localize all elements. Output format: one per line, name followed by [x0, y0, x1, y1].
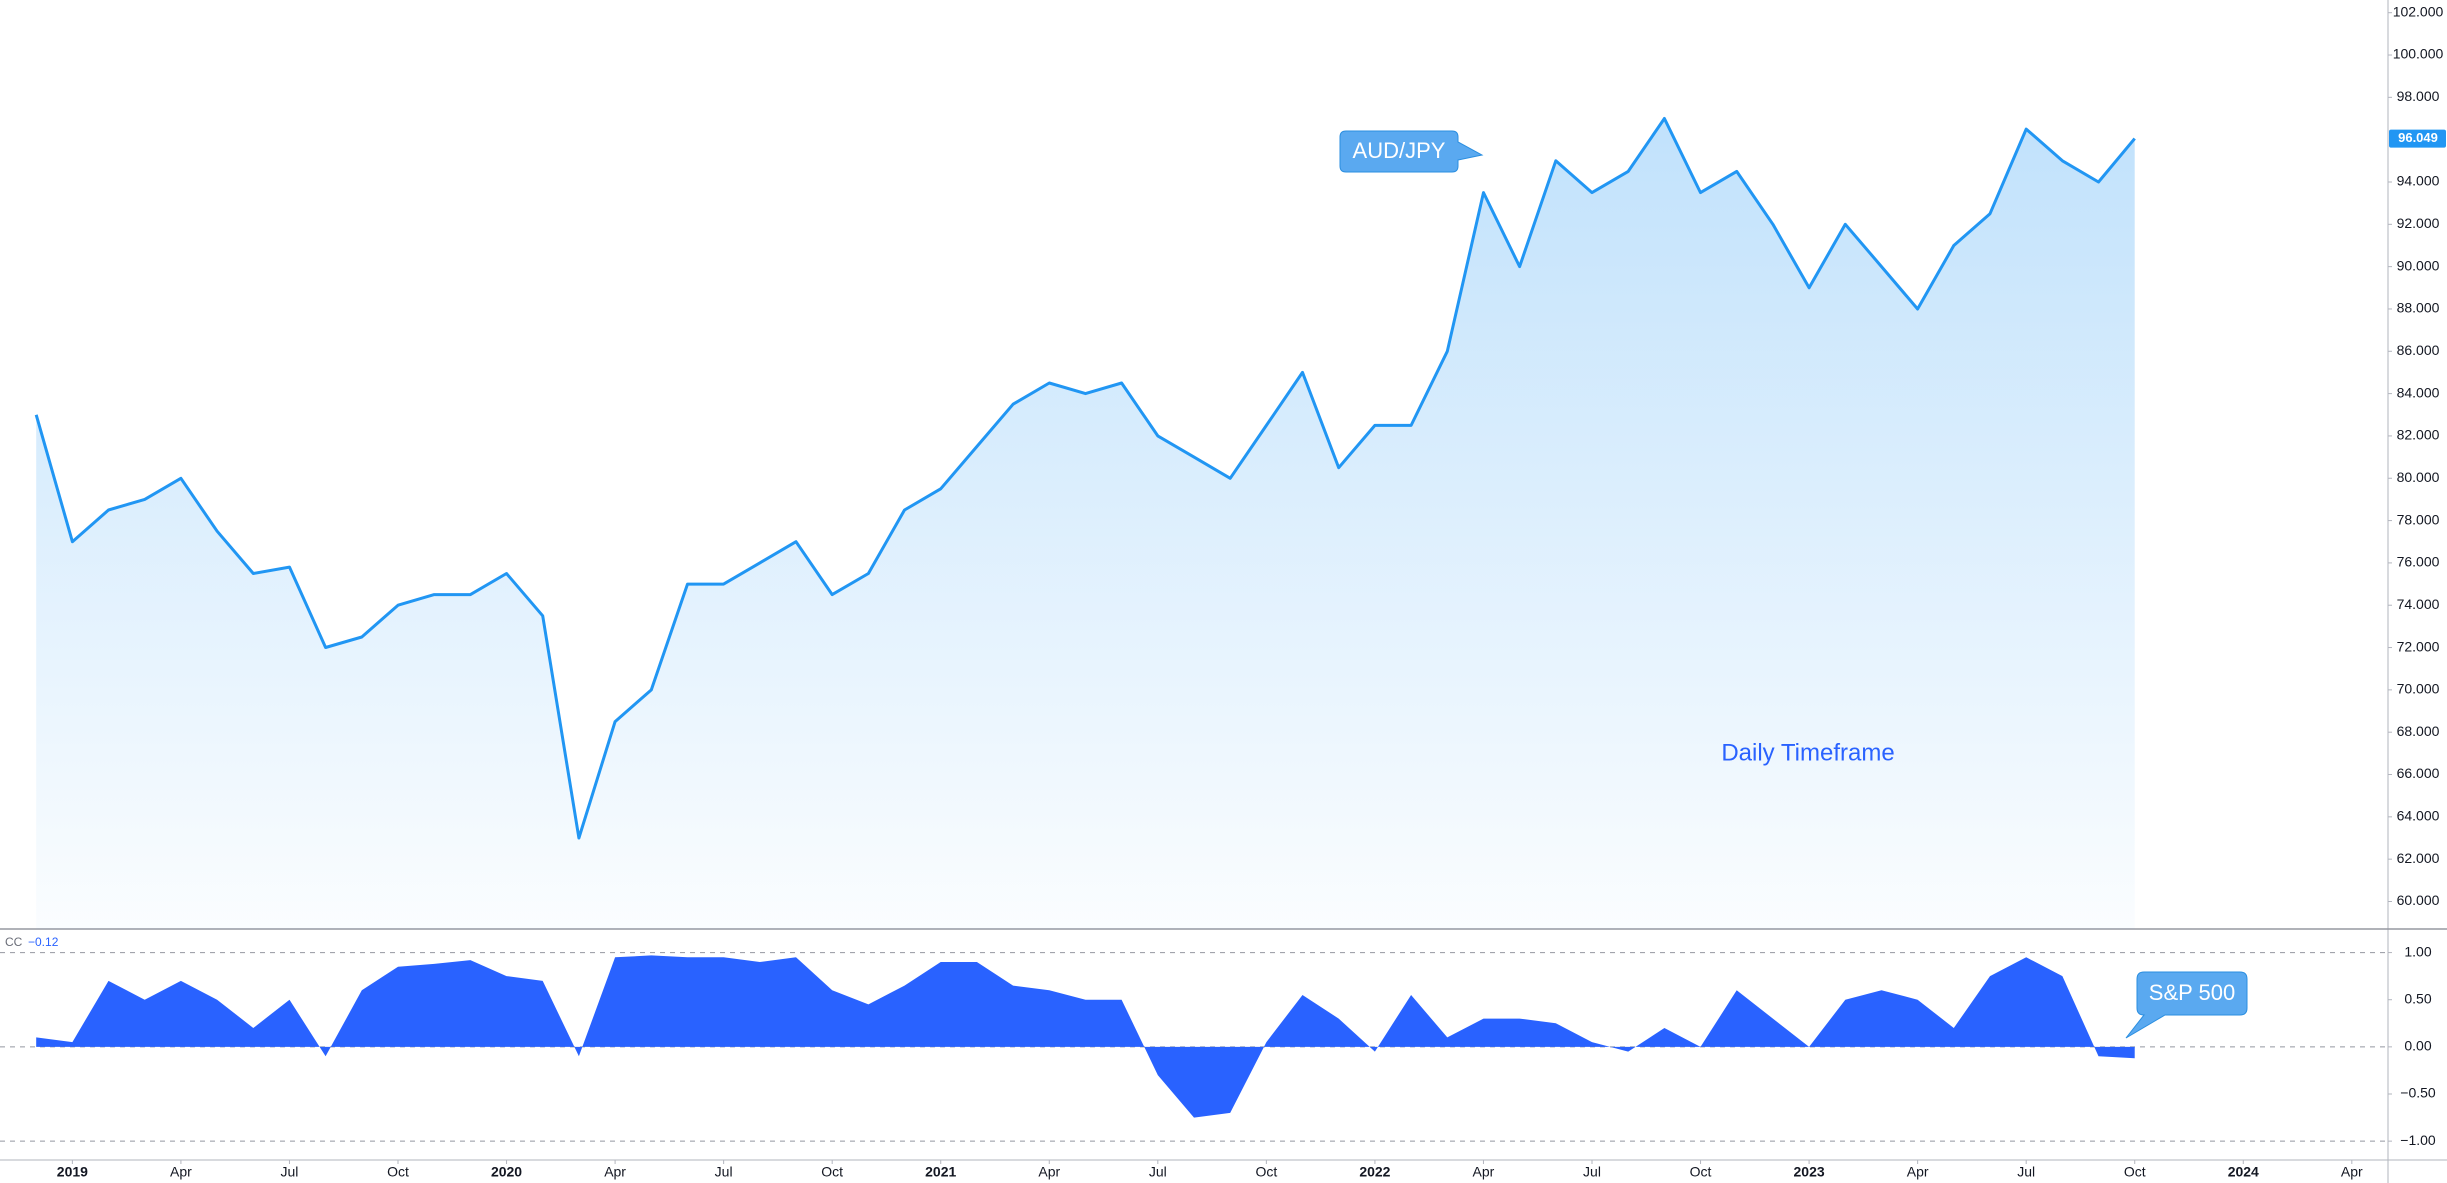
area-fill: [36, 118, 2135, 929]
x-tick-label: Oct: [821, 1164, 843, 1180]
series-callout-label: S&P 500: [2149, 980, 2235, 1005]
x-tick-label: Apr: [1038, 1164, 1060, 1180]
y-tick-label: 74.000: [2397, 596, 2440, 612]
x-tick-label: Oct: [1255, 1164, 1277, 1180]
x-tick-label: Oct: [387, 1164, 409, 1180]
series-callout: [2125, 971, 2248, 1039]
x-tick-label: 2023: [1794, 1164, 1825, 1180]
y-tick-label: 88.000: [2397, 300, 2440, 316]
y-tick-label: 100.000: [2393, 46, 2444, 62]
y-tick-label: 90.000: [2397, 257, 2440, 273]
y-tick-label: 92.000: [2397, 215, 2440, 231]
x-tick-label: Jul: [715, 1164, 733, 1180]
annotation: Daily Timeframe: [1721, 739, 1894, 766]
last-price-label: 96.049: [2398, 130, 2438, 145]
x-tick-label: Apr: [1473, 1164, 1495, 1180]
x-tick-label: 2022: [1359, 1164, 1390, 1180]
y-tick-label: 102.000: [2393, 3, 2444, 19]
y-tick-label: 76.000: [2397, 554, 2440, 570]
y-tick-label: −1.00: [2400, 1132, 2436, 1148]
x-tick-label: Jul: [1149, 1164, 1167, 1180]
y-tick-label: 62.000: [2397, 850, 2440, 866]
y-tick-label: 60.000: [2397, 892, 2440, 908]
y-tick-label: 70.000: [2397, 681, 2440, 697]
indicator-value: −0.12: [28, 935, 59, 949]
x-tick-label: Apr: [170, 1164, 192, 1180]
y-tick-label: 80.000: [2397, 469, 2440, 485]
y-tick-label: 1.00: [2404, 943, 2431, 959]
y-tick-label: −0.50: [2400, 1085, 2436, 1101]
y-tick-label: 86.000: [2397, 342, 2440, 358]
x-tick-label: Apr: [1907, 1164, 1929, 1180]
price-line: [34, 117, 2136, 840]
y-tick-label: 64.000: [2397, 808, 2440, 824]
x-tick-label: Oct: [2124, 1164, 2146, 1180]
x-tick-label: Oct: [1690, 1164, 1712, 1180]
last-price-badge: [2389, 129, 2446, 148]
x-tick-label: Jul: [1583, 1164, 1601, 1180]
y-tick-label: 72.000: [2397, 638, 2440, 654]
y-tick-label: 82.000: [2397, 427, 2440, 443]
y-tick-label: 94.000: [2397, 173, 2440, 189]
series-callout-label: AUD/JPY: [1353, 138, 1446, 163]
y-tick-label: 68.000: [2397, 723, 2440, 739]
y-tick-label: 0.00: [2404, 1038, 2431, 1054]
y-tick-label: 66.000: [2397, 765, 2440, 781]
x-tick-label: 2021: [925, 1164, 956, 1180]
x-tick-label: Jul: [281, 1164, 299, 1180]
y-tick-label: 0.50: [2404, 990, 2431, 1006]
x-tick-label: Apr: [604, 1164, 626, 1180]
correlation-area: [36, 955, 2135, 1118]
series-callout: [1339, 130, 1484, 173]
x-tick-label: 2020: [491, 1164, 522, 1180]
indicator-name: CC: [5, 935, 23, 949]
x-tick-label: 2024: [2228, 1164, 2259, 1180]
x-tick-label: Jul: [2017, 1164, 2035, 1180]
y-tick-label: 78.000: [2397, 511, 2440, 527]
y-tick-label: 98.000: [2397, 88, 2440, 104]
x-tick-label: 2019: [57, 1164, 88, 1180]
x-tick-label: Apr: [2341, 1164, 2363, 1180]
y-tick-label: 84.000: [2397, 384, 2440, 400]
